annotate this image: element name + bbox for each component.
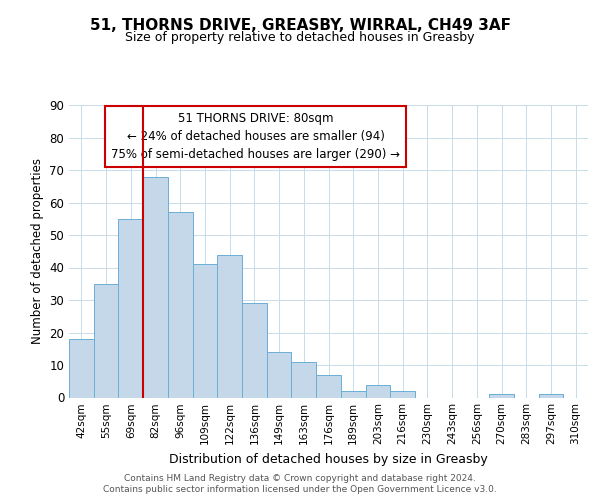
Bar — [242, 303, 267, 398]
Bar — [143, 176, 168, 398]
Bar — [316, 375, 341, 398]
Bar — [118, 219, 143, 398]
Bar — [69, 339, 94, 398]
Bar — [365, 384, 390, 398]
Bar — [193, 264, 217, 398]
Text: 51, THORNS DRIVE, GREASBY, WIRRAL, CH49 3AF: 51, THORNS DRIVE, GREASBY, WIRRAL, CH49 … — [89, 18, 511, 32]
Bar — [168, 212, 193, 398]
Bar — [539, 394, 563, 398]
Bar — [489, 394, 514, 398]
Text: Contains public sector information licensed under the Open Government Licence v3: Contains public sector information licen… — [103, 485, 497, 494]
Bar — [292, 362, 316, 398]
Bar — [341, 391, 365, 398]
Bar — [390, 391, 415, 398]
Bar — [94, 284, 118, 398]
Text: Contains HM Land Registry data © Crown copyright and database right 2024.: Contains HM Land Registry data © Crown c… — [124, 474, 476, 483]
X-axis label: Distribution of detached houses by size in Greasby: Distribution of detached houses by size … — [169, 453, 488, 466]
Bar — [267, 352, 292, 398]
Bar — [217, 254, 242, 398]
Text: Size of property relative to detached houses in Greasby: Size of property relative to detached ho… — [125, 31, 475, 44]
Text: 51 THORNS DRIVE: 80sqm
← 24% of detached houses are smaller (94)
75% of semi-det: 51 THORNS DRIVE: 80sqm ← 24% of detached… — [112, 112, 400, 162]
Y-axis label: Number of detached properties: Number of detached properties — [31, 158, 44, 344]
